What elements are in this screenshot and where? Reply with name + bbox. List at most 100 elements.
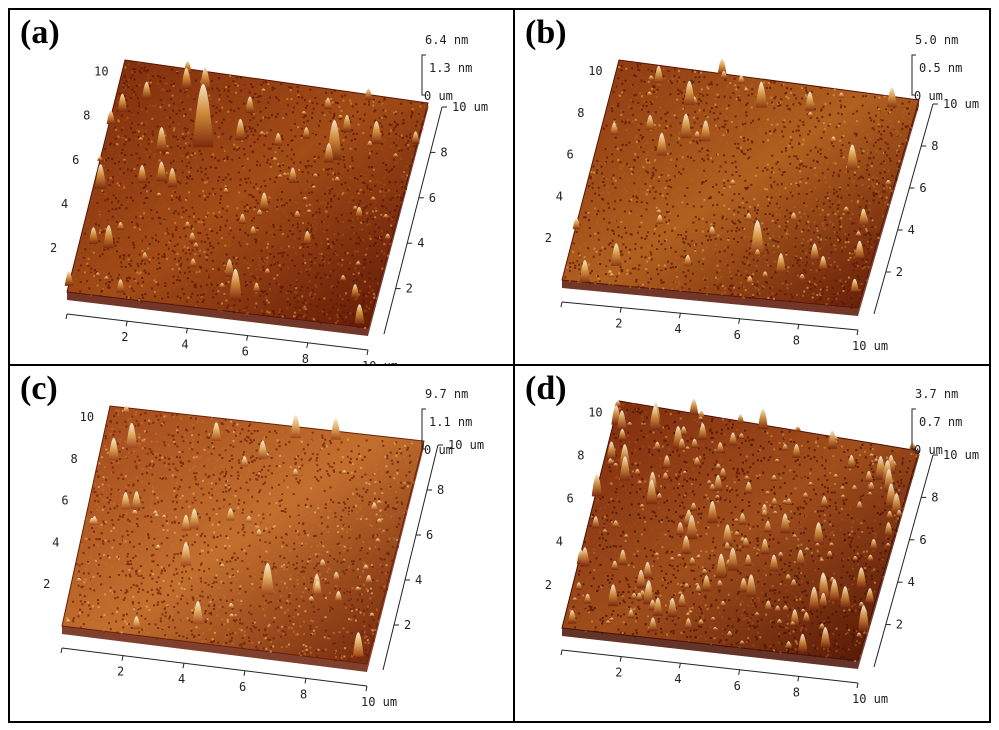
x-axis-tick-label: 2: [615, 317, 622, 331]
z-max-label: 3.7 nm: [915, 388, 958, 400]
x-axis-tick-label: 4: [181, 337, 188, 351]
left-axis-tick-label: 2: [50, 241, 57, 255]
x-axis-tick: [857, 683, 858, 688]
x-axis-tick-label: 6: [734, 679, 741, 693]
z-mid-label: 1.3 nm: [429, 62, 472, 74]
x-axis-tick: [679, 313, 680, 318]
left-axis-tick-label: 6: [567, 492, 574, 506]
left-axis-tick-label: 4: [52, 535, 59, 549]
x-axis-tick: [183, 663, 184, 668]
x-axis-tick: [366, 686, 367, 691]
left-axis-tick-label: 8: [577, 106, 584, 120]
surface-peak: [718, 59, 727, 75]
left-axis-tick-label: 2: [545, 578, 552, 592]
x-axis-tick: [798, 324, 799, 329]
z-mid-label: 1.1 nm: [429, 416, 472, 428]
x-axis-tick-label: 6: [239, 680, 246, 694]
x-axis-tick: [739, 670, 740, 675]
x-axis-tick-label: 8: [793, 333, 800, 347]
z-min-label: 0 um: [424, 444, 453, 456]
surface-peak: [689, 399, 698, 415]
x-axis-tick: [126, 321, 127, 326]
x-axis-tick-label: 4: [674, 322, 681, 336]
panel-label: (c): [20, 372, 58, 406]
y-axis-tick-label: 6: [429, 191, 436, 205]
left-axis-tick-label: 6: [72, 153, 79, 167]
z-min-label: 0 um: [914, 90, 943, 102]
z-min-label: 0 um: [914, 444, 943, 456]
y-axis-tick-label: 6: [426, 528, 433, 542]
x-axis-tick-label: 10 um: [852, 339, 888, 353]
left-axis-tick-label: 10: [94, 65, 108, 79]
x-axis-tick: [561, 302, 562, 307]
x-axis-tick-label: 8: [793, 685, 800, 699]
x-axis-tick: [244, 671, 245, 676]
y-axis-tick-label: 8: [931, 139, 938, 153]
x-axis-tick-label: 8: [302, 352, 309, 364]
left-axis-tick-label: 10: [80, 410, 94, 424]
surface-peak: [331, 418, 341, 440]
z-max-label: 6.4 nm: [425, 34, 468, 46]
x-axis-tick: [561, 650, 562, 655]
left-axis-tick-label: 8: [577, 449, 584, 463]
y-axis-tick-label: 4: [415, 573, 422, 587]
x-axis-tick-label: 4: [674, 672, 681, 686]
x-axis-tick: [739, 319, 740, 324]
x-axis-tick: [307, 343, 308, 348]
left-axis-tick-label: 4: [556, 535, 563, 549]
surface-peak: [887, 87, 897, 107]
left-axis-tick-label: 8: [83, 109, 90, 123]
x-axis-tick-label: 8: [300, 687, 307, 701]
z-mid-label: 0.7 nm: [919, 416, 962, 428]
surface-peak: [795, 426, 801, 431]
y-axis-tick-label: 8: [931, 490, 938, 504]
y-axis-tick-label: 8: [440, 145, 447, 159]
y-axis-tick-label: 2: [404, 618, 411, 632]
left-axis-tick-label: 10: [588, 64, 602, 78]
y-axis-tick-label: 10 um: [448, 438, 484, 452]
x-axis-tick: [247, 336, 248, 341]
x-axis-tick: [305, 678, 306, 683]
panel-label: (a): [20, 16, 60, 50]
surface-peak: [828, 431, 837, 449]
surface-peak: [123, 406, 130, 413]
panel-label: (d): [525, 372, 567, 406]
x-axis-tick: [620, 308, 621, 313]
left-axis-tick-label: 6: [567, 148, 574, 162]
left-axis-tick-label: 4: [61, 197, 68, 211]
y-axis-tick-label: 6: [919, 181, 926, 195]
y-axis-tick-label: 6: [919, 533, 926, 547]
z-min-label: 0 um: [424, 90, 453, 102]
x-axis-tick-label: 4: [178, 672, 185, 686]
x-axis-tick-label: 10 um: [362, 359, 398, 364]
x-axis-tick-label: 2: [121, 330, 128, 344]
surface-peak: [290, 415, 301, 438]
y-axis-tick-label: 10 um: [452, 100, 488, 114]
x-axis-tick: [122, 656, 123, 661]
y-axis-tick-label: 2: [406, 282, 413, 296]
x-axis-tick-label: 6: [242, 345, 249, 359]
x-axis-tick: [61, 648, 62, 653]
x-axis-tick-label: 2: [117, 665, 124, 679]
z-max-label: 5.0 nm: [915, 34, 958, 46]
left-axis-tick-label: 6: [61, 494, 68, 508]
x-axis-tick: [66, 314, 67, 319]
x-axis-tick-label: 2: [615, 666, 622, 680]
x-axis-tick: [620, 657, 621, 662]
y-axis-tick-label: 2: [896, 265, 903, 279]
surface-base: [562, 60, 919, 308]
y-axis-tick-label: 8: [437, 483, 444, 497]
x-axis-tick: [798, 676, 799, 681]
left-axis-tick-label: 10: [588, 405, 602, 419]
y-axis-tick-label: 2: [896, 618, 903, 632]
x-axis-tick-label: 6: [734, 328, 741, 342]
panel-label: (b): [525, 16, 567, 50]
x-axis-tick: [857, 330, 858, 335]
y-axis-tick-label: 10 um: [943, 448, 979, 462]
x-axis-tick: [679, 663, 680, 668]
